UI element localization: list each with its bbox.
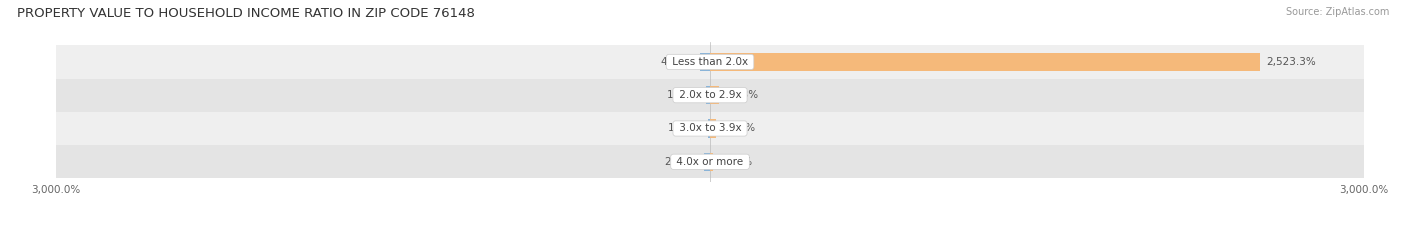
Bar xyxy=(707,119,710,138)
Bar xyxy=(56,45,1364,79)
Bar xyxy=(706,86,710,104)
Text: 17.2%: 17.2% xyxy=(666,90,700,100)
Text: 2,523.3%: 2,523.3% xyxy=(1267,57,1316,67)
Bar xyxy=(710,86,720,104)
Bar xyxy=(704,153,710,171)
Bar xyxy=(710,119,716,138)
Bar xyxy=(710,53,1260,71)
Bar xyxy=(56,112,1364,145)
Text: 11.5%: 11.5% xyxy=(668,123,702,134)
Text: 26.6%: 26.6% xyxy=(665,157,697,167)
Text: 42.3%: 42.3% xyxy=(725,90,759,100)
Bar xyxy=(710,153,713,171)
Text: 2.0x to 2.9x: 2.0x to 2.9x xyxy=(676,90,744,100)
Text: 12.7%: 12.7% xyxy=(720,157,752,167)
Bar xyxy=(56,145,1364,178)
Text: 4.0x or more: 4.0x or more xyxy=(673,157,747,167)
Text: 43.9%: 43.9% xyxy=(661,57,695,67)
Text: 3.0x to 3.9x: 3.0x to 3.9x xyxy=(676,123,744,134)
Bar xyxy=(700,53,710,71)
Text: Less than 2.0x: Less than 2.0x xyxy=(669,57,751,67)
Text: Source: ZipAtlas.com: Source: ZipAtlas.com xyxy=(1285,7,1389,17)
Bar xyxy=(56,79,1364,112)
Text: 26.7%: 26.7% xyxy=(723,123,755,134)
Text: PROPERTY VALUE TO HOUSEHOLD INCOME RATIO IN ZIP CODE 76148: PROPERTY VALUE TO HOUSEHOLD INCOME RATIO… xyxy=(17,7,475,20)
